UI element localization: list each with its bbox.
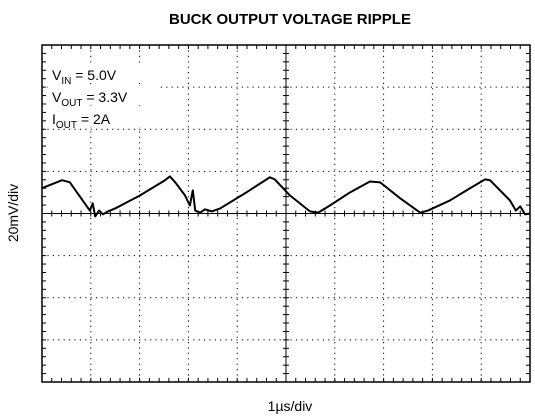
annotation: VIN = 5.0V: [52, 67, 117, 87]
annotation-bg: [48, 63, 160, 83]
y-axis-label: 20mV/div: [5, 184, 21, 242]
annotation-rest: = 5.0V: [71, 67, 116, 83]
annotation-rest: = 3.3V: [82, 89, 127, 105]
annotation-base: V: [52, 89, 62, 105]
annotation: IOUT = 2A: [52, 111, 111, 131]
annotation-rest: = 2A: [77, 111, 111, 127]
annotation-sub: OUT: [61, 98, 82, 109]
trace: [41, 175, 531, 218]
annotation-bg: [48, 107, 160, 127]
annotation-base: I: [52, 111, 56, 127]
annotation-sub: OUT: [56, 120, 77, 131]
annotation-sub: IN: [61, 76, 71, 87]
x-axis-label: 1µs/div: [268, 398, 313, 414]
annotation-base: V: [52, 67, 62, 83]
annotation-bg: [48, 85, 160, 105]
annotation: VOUT = 3.3V: [52, 89, 128, 109]
chart-title: BUCK OUTPUT VOLTAGE RIPPLE: [169, 11, 411, 28]
